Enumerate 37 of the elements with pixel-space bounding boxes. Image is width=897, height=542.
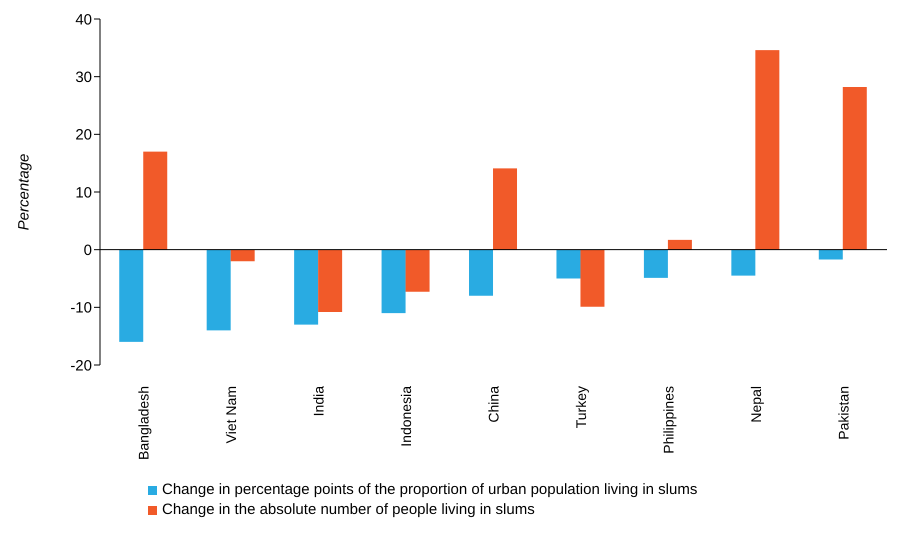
x-tick-label: Pakistan — [835, 386, 852, 440]
bar — [556, 250, 580, 278]
bar — [469, 250, 494, 296]
y-tick-label: -20 — [70, 357, 92, 374]
y-tick-label: -10 — [70, 300, 92, 317]
x-tick-label: China — [486, 386, 502, 423]
legend-label: Change in percentage points of the proportion of urban population living in slums — [162, 480, 698, 500]
x-tick-label: India — [310, 386, 327, 416]
bar — [668, 240, 692, 250]
bar — [818, 250, 843, 260]
bar — [755, 50, 780, 250]
y-tick-label: 0 — [84, 242, 92, 259]
y-tick-label: 20 — [75, 126, 92, 144]
legend-label: Change in the absolute number of people living in slums — [162, 500, 535, 520]
bar — [294, 250, 318, 325]
bar — [842, 87, 867, 250]
x-tick-label: Viet Nam — [223, 386, 240, 444]
x-tick-label: Nepal — [748, 386, 764, 423]
bar — [406, 250, 430, 292]
bar — [644, 250, 668, 278]
y-tick-label: 40 — [75, 11, 92, 28]
bar — [143, 152, 168, 250]
x-tick-label: Bangladesh — [136, 386, 152, 460]
x-tick-label: Philippines — [660, 386, 676, 454]
bar — [493, 168, 518, 250]
bar — [382, 250, 406, 314]
bar — [206, 250, 231, 330]
bar — [731, 250, 756, 276]
bar — [230, 250, 255, 262]
bar — [318, 250, 342, 312]
x-tick-label: Turkey — [572, 386, 589, 428]
y-tick-label: 30 — [75, 68, 92, 86]
x-tick-label: Indonesia — [398, 386, 414, 447]
y-tick-label: 10 — [75, 184, 92, 202]
y-axis-title: Percentage — [15, 154, 32, 230]
bar — [580, 250, 604, 307]
bar — [119, 250, 144, 342]
